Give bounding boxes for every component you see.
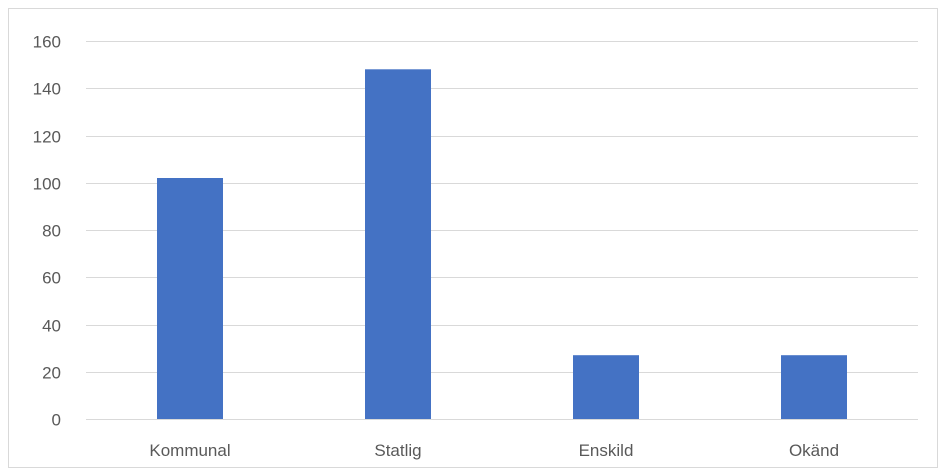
bar-enskild <box>573 355 639 419</box>
bar-kommunal <box>157 178 223 419</box>
y-tick-label: 20 <box>42 364 61 383</box>
x-axis-tick-labels: Kommunal Statlig Enskild Okänd <box>149 441 839 460</box>
y-tick-label: 40 <box>42 317 61 336</box>
bars <box>157 69 847 420</box>
bar-statlig <box>365 69 431 420</box>
x-tick-label: Kommunal <box>149 441 230 460</box>
x-tick-label: Enskild <box>579 441 634 460</box>
x-tick-label: Statlig <box>374 441 421 460</box>
y-tick-label: 140 <box>33 80 61 99</box>
chart-frame: 0 20 40 60 80 100 120 140 160 Kommunal Statlig Ens… <box>8 8 938 468</box>
y-tick-label: 120 <box>33 128 61 147</box>
y-tick-label: 0 <box>52 411 61 430</box>
y-axis-tick-labels: 0 20 40 60 80 100 120 140 160 <box>33 33 61 430</box>
y-tick-label: 100 <box>33 175 61 194</box>
x-tick-label: Okänd <box>789 441 839 460</box>
y-tick-label: 60 <box>42 269 61 288</box>
bar-okänd <box>781 355 847 419</box>
y-tick-label: 80 <box>42 222 61 241</box>
gridlines <box>86 41 918 420</box>
y-tick-label: 160 <box>33 33 61 52</box>
